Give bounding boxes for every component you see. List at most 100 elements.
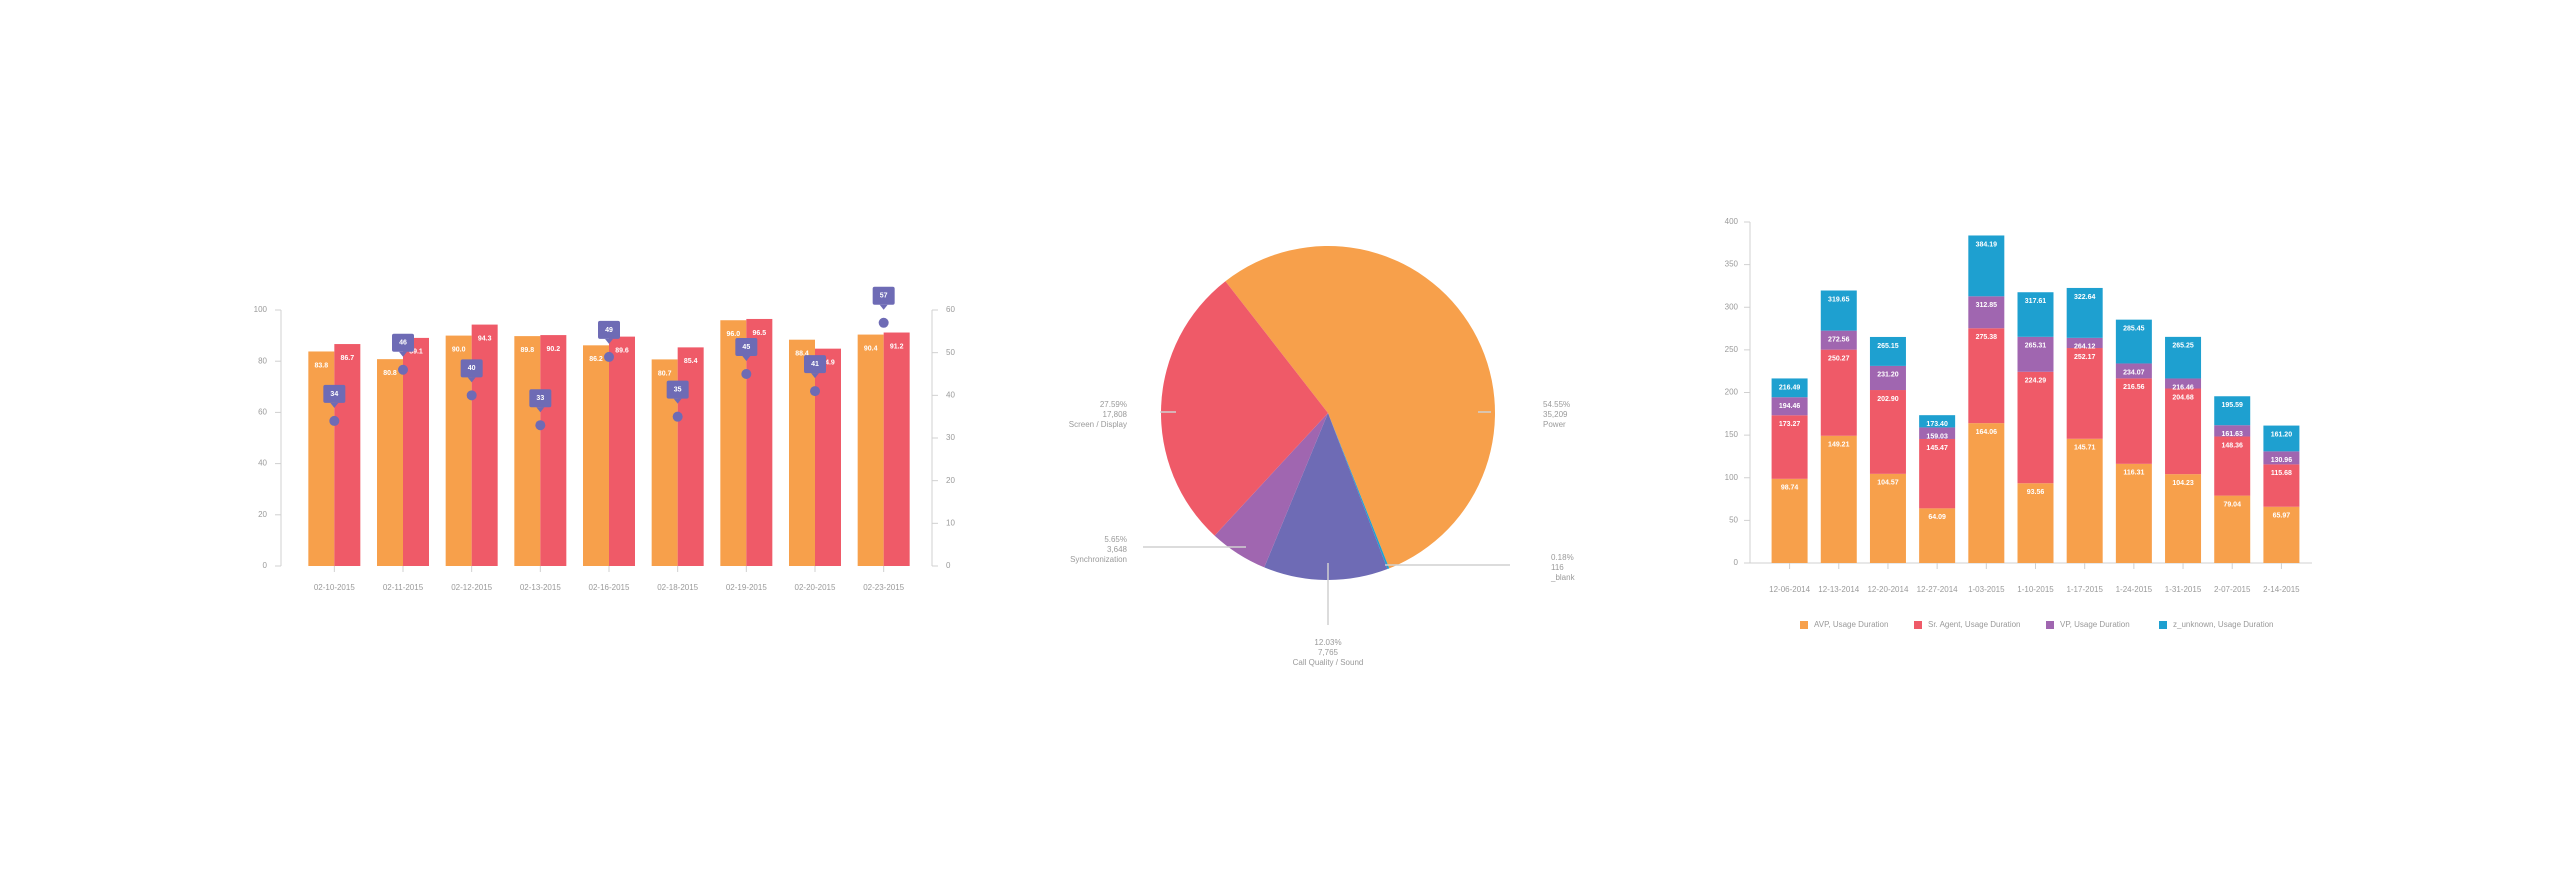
segment-label: 202.90: [1877, 396, 1899, 403]
callout-tip: [605, 338, 613, 344]
bar-segment: [1968, 296, 2005, 329]
pie-slice: [1264, 413, 1388, 580]
segment-label: 204.68: [2172, 394, 2194, 401]
point: [398, 364, 408, 375]
bar-segment: [2066, 337, 2103, 349]
x-tick-label: 1-03-2015: [1968, 585, 2005, 594]
segment-label: 252.17: [2074, 354, 2096, 361]
slice-count: 17,808: [1103, 410, 1128, 419]
point-label: 46: [399, 340, 407, 347]
x-tick-label: 12-27-2014: [1917, 585, 1958, 594]
slice-count: 35,209: [1543, 410, 1568, 419]
y-tick-label: 60: [258, 408, 267, 417]
bar: [609, 336, 635, 566]
y-tick-label: 400: [1725, 217, 1739, 226]
slice-name: Call Quality / Sound: [1293, 658, 1364, 667]
callout: [529, 389, 552, 408]
point: [878, 317, 889, 328]
segment-label: 275.38: [1976, 334, 1998, 341]
bar-segment: [2115, 319, 2152, 364]
y-tick-label: 50: [1729, 515, 1738, 524]
callout-tip: [742, 356, 751, 361]
point-label: 34: [330, 391, 338, 398]
bar-segment: [2214, 495, 2251, 563]
callout-tip: [536, 407, 545, 413]
bar-segment: [2263, 506, 2300, 563]
bar-label: 80.7: [658, 370, 672, 377]
legend-label: AVP, Usage Duration: [1814, 620, 1888, 629]
bar-label: 84.9: [821, 359, 835, 366]
pie-slice: [1161, 281, 1328, 536]
bar-segment: [1771, 415, 1808, 479]
segment-label: 272.56: [1828, 336, 1850, 343]
legend-swatch: [1914, 621, 1922, 629]
x-tick-label: 2-07-2015: [2214, 585, 2251, 594]
segment-label: 250.27: [1828, 355, 1850, 362]
callout: [392, 333, 414, 352]
y2-tick-label: 50: [946, 348, 955, 357]
segment-label: 148.36: [2222, 442, 2244, 449]
segment-label: 265.25: [2172, 343, 2194, 350]
y2-tick-label: 60: [946, 305, 955, 314]
bar-label: 90.4: [864, 345, 878, 352]
segment-label: 65.97: [2273, 513, 2291, 520]
point-label: 40: [468, 365, 476, 372]
segment-label: 216.46: [2172, 384, 2194, 391]
segment-label: 104.23: [2172, 480, 2194, 487]
slice-name: _blank: [1550, 573, 1576, 582]
bar-label: 96.5: [753, 330, 767, 337]
y-tick-label: 150: [1725, 430, 1739, 439]
callout-tip: [467, 377, 476, 383]
bar-segment: [2214, 436, 2251, 496]
bar-segment: [2115, 363, 2152, 379]
bar-segment: [2214, 425, 2251, 437]
point: [329, 415, 340, 426]
segment-label: 149.21: [1828, 442, 1850, 449]
bar-label: 83.8: [315, 362, 329, 369]
segment-label: 195.59: [2222, 402, 2244, 409]
segment-label: 164.06: [1976, 429, 1998, 436]
slice-percent: 0.18%: [1551, 553, 1574, 562]
callout: [460, 359, 483, 378]
bar: [720, 320, 747, 566]
slice-percent: 5.65%: [1104, 535, 1127, 544]
bar: [403, 337, 429, 566]
bar-segment: [1968, 328, 2005, 424]
bar-segment: [2115, 463, 2152, 563]
y-tick-label: 100: [254, 305, 268, 314]
bar-segment: [1869, 336, 1906, 366]
legend-swatch: [1800, 621, 1808, 629]
bar-segment: [2165, 336, 2202, 379]
segment-label: 322.64: [2074, 294, 2096, 301]
y2-tick-label: 0: [946, 561, 951, 570]
x-tick-label: 02-10-2015: [314, 583, 355, 592]
bar-label: 90.0: [452, 346, 466, 353]
bar-segment: [1919, 427, 1956, 439]
bar: [377, 359, 403, 566]
bar: [815, 348, 841, 566]
segment-label: 161.20: [2271, 431, 2293, 438]
bar-segment: [1771, 478, 1808, 563]
bar: [540, 335, 567, 566]
bar-segment: [2165, 474, 2202, 563]
bar-segment: [1869, 390, 1906, 474]
slice-percent: 27.59%: [1100, 400, 1127, 409]
bar-segment: [1820, 290, 1857, 331]
segment-label: 265.31: [2025, 343, 2047, 350]
slice-count: 116: [1551, 563, 1564, 572]
y-tick-label: 40: [258, 459, 267, 468]
point-label: 35: [674, 387, 682, 394]
y-tick-label: 300: [1725, 302, 1739, 311]
bar-segment: [1919, 415, 1956, 428]
bar-segment: [2017, 483, 2054, 563]
bar-segment: [2263, 451, 2300, 465]
x-tick-label: 02-16-2015: [589, 583, 630, 592]
segment-label: 216.56: [2123, 384, 2145, 391]
callout-tip: [330, 402, 339, 408]
bar-segment: [1820, 435, 1857, 563]
bar-segment: [1820, 349, 1857, 436]
y-tick-label: 200: [1725, 388, 1739, 397]
segment-label: 64.09: [1928, 514, 1946, 521]
bar-segment: [2214, 396, 2251, 426]
bar-label: 94.3: [478, 335, 492, 342]
